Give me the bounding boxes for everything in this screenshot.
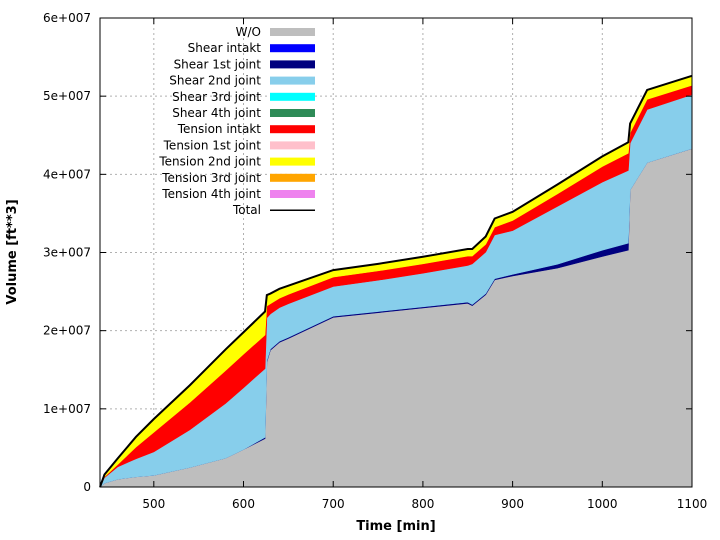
legend-swatch-shear-4th-joint: [270, 109, 315, 117]
legend-swatch-shear-2nd-joint: [270, 76, 315, 85]
y-tick-label: 2e+007: [43, 324, 91, 338]
y-axis-title: Volume [ft**3]: [5, 199, 20, 304]
axis-ticks: 500 600 700 800 900 1000 1100 0 1e+007 2e+007 3e+0…: [43, 11, 707, 511]
x-tick-label: 1000: [587, 497, 618, 511]
legend-label-tension-4th-joint: Tension 4th joint: [161, 187, 261, 201]
total-line-group: [99, 74, 693, 488]
legend-swatch-tension-4th-joint: [270, 190, 315, 198]
y-tick-label: 3e+007: [43, 246, 91, 260]
y-tick-label: 6e+007: [43, 11, 91, 25]
legend-label-shear-intakt: Shear intakt: [188, 41, 262, 55]
legend-label-w-o: W/O: [236, 25, 261, 39]
legend-swatch-shear-3rd-joint: [270, 92, 315, 101]
y-tick-label: 1e+007: [43, 402, 91, 416]
legend-swatch-tension-intakt: [270, 125, 315, 134]
legend-label-tension-1st-joint: Tension 1st joint: [163, 138, 262, 152]
x-tick-label: 700: [322, 497, 345, 511]
legend-swatch-shear-1st-joint: [270, 60, 315, 69]
legend-label-tension-intakt: Tension intakt: [177, 122, 262, 136]
legend: W/O Shear intakt Shear 1st joint Shear 2nd …: [158, 25, 315, 217]
legend-label-total: Total: [232, 203, 261, 217]
x-tick-label: 800: [411, 497, 434, 511]
x-tick-label: 1100: [677, 497, 708, 511]
y-tick-label: 5e+007: [43, 89, 91, 103]
legend-label-shear-2nd-joint: Shear 2nd joint: [169, 74, 261, 88]
legend-swatch-shear-intakt: [270, 44, 315, 53]
legend-label-shear-3rd-joint: Shear 3rd joint: [172, 90, 261, 104]
legend-swatch-tension-1st-joint: [270, 141, 315, 150]
y-tick-label: 4e+007: [43, 167, 91, 181]
legend-label-tension-2nd-joint: Tension 2nd joint: [158, 155, 261, 169]
y-tick-label: 0: [83, 480, 91, 494]
x-axis-title: Time [min]: [356, 519, 435, 534]
legend-swatch-tension-2nd-joint: [270, 157, 315, 166]
x-tick-label: 600: [232, 497, 255, 511]
legend-label-tension-3rd-joint: Tension 3rd joint: [161, 171, 261, 185]
legend-swatch-w-o: [270, 28, 315, 36]
x-tick-label: 900: [501, 497, 524, 511]
legend-label-shear-1st-joint: Shear 1st joint: [174, 57, 262, 71]
legend-label-shear-4th-joint: Shear 4th joint: [172, 106, 261, 120]
x-tick-label: 500: [142, 497, 165, 511]
legend-swatch-tension-3rd-joint: [270, 173, 315, 182]
total-line: [99, 74, 693, 488]
